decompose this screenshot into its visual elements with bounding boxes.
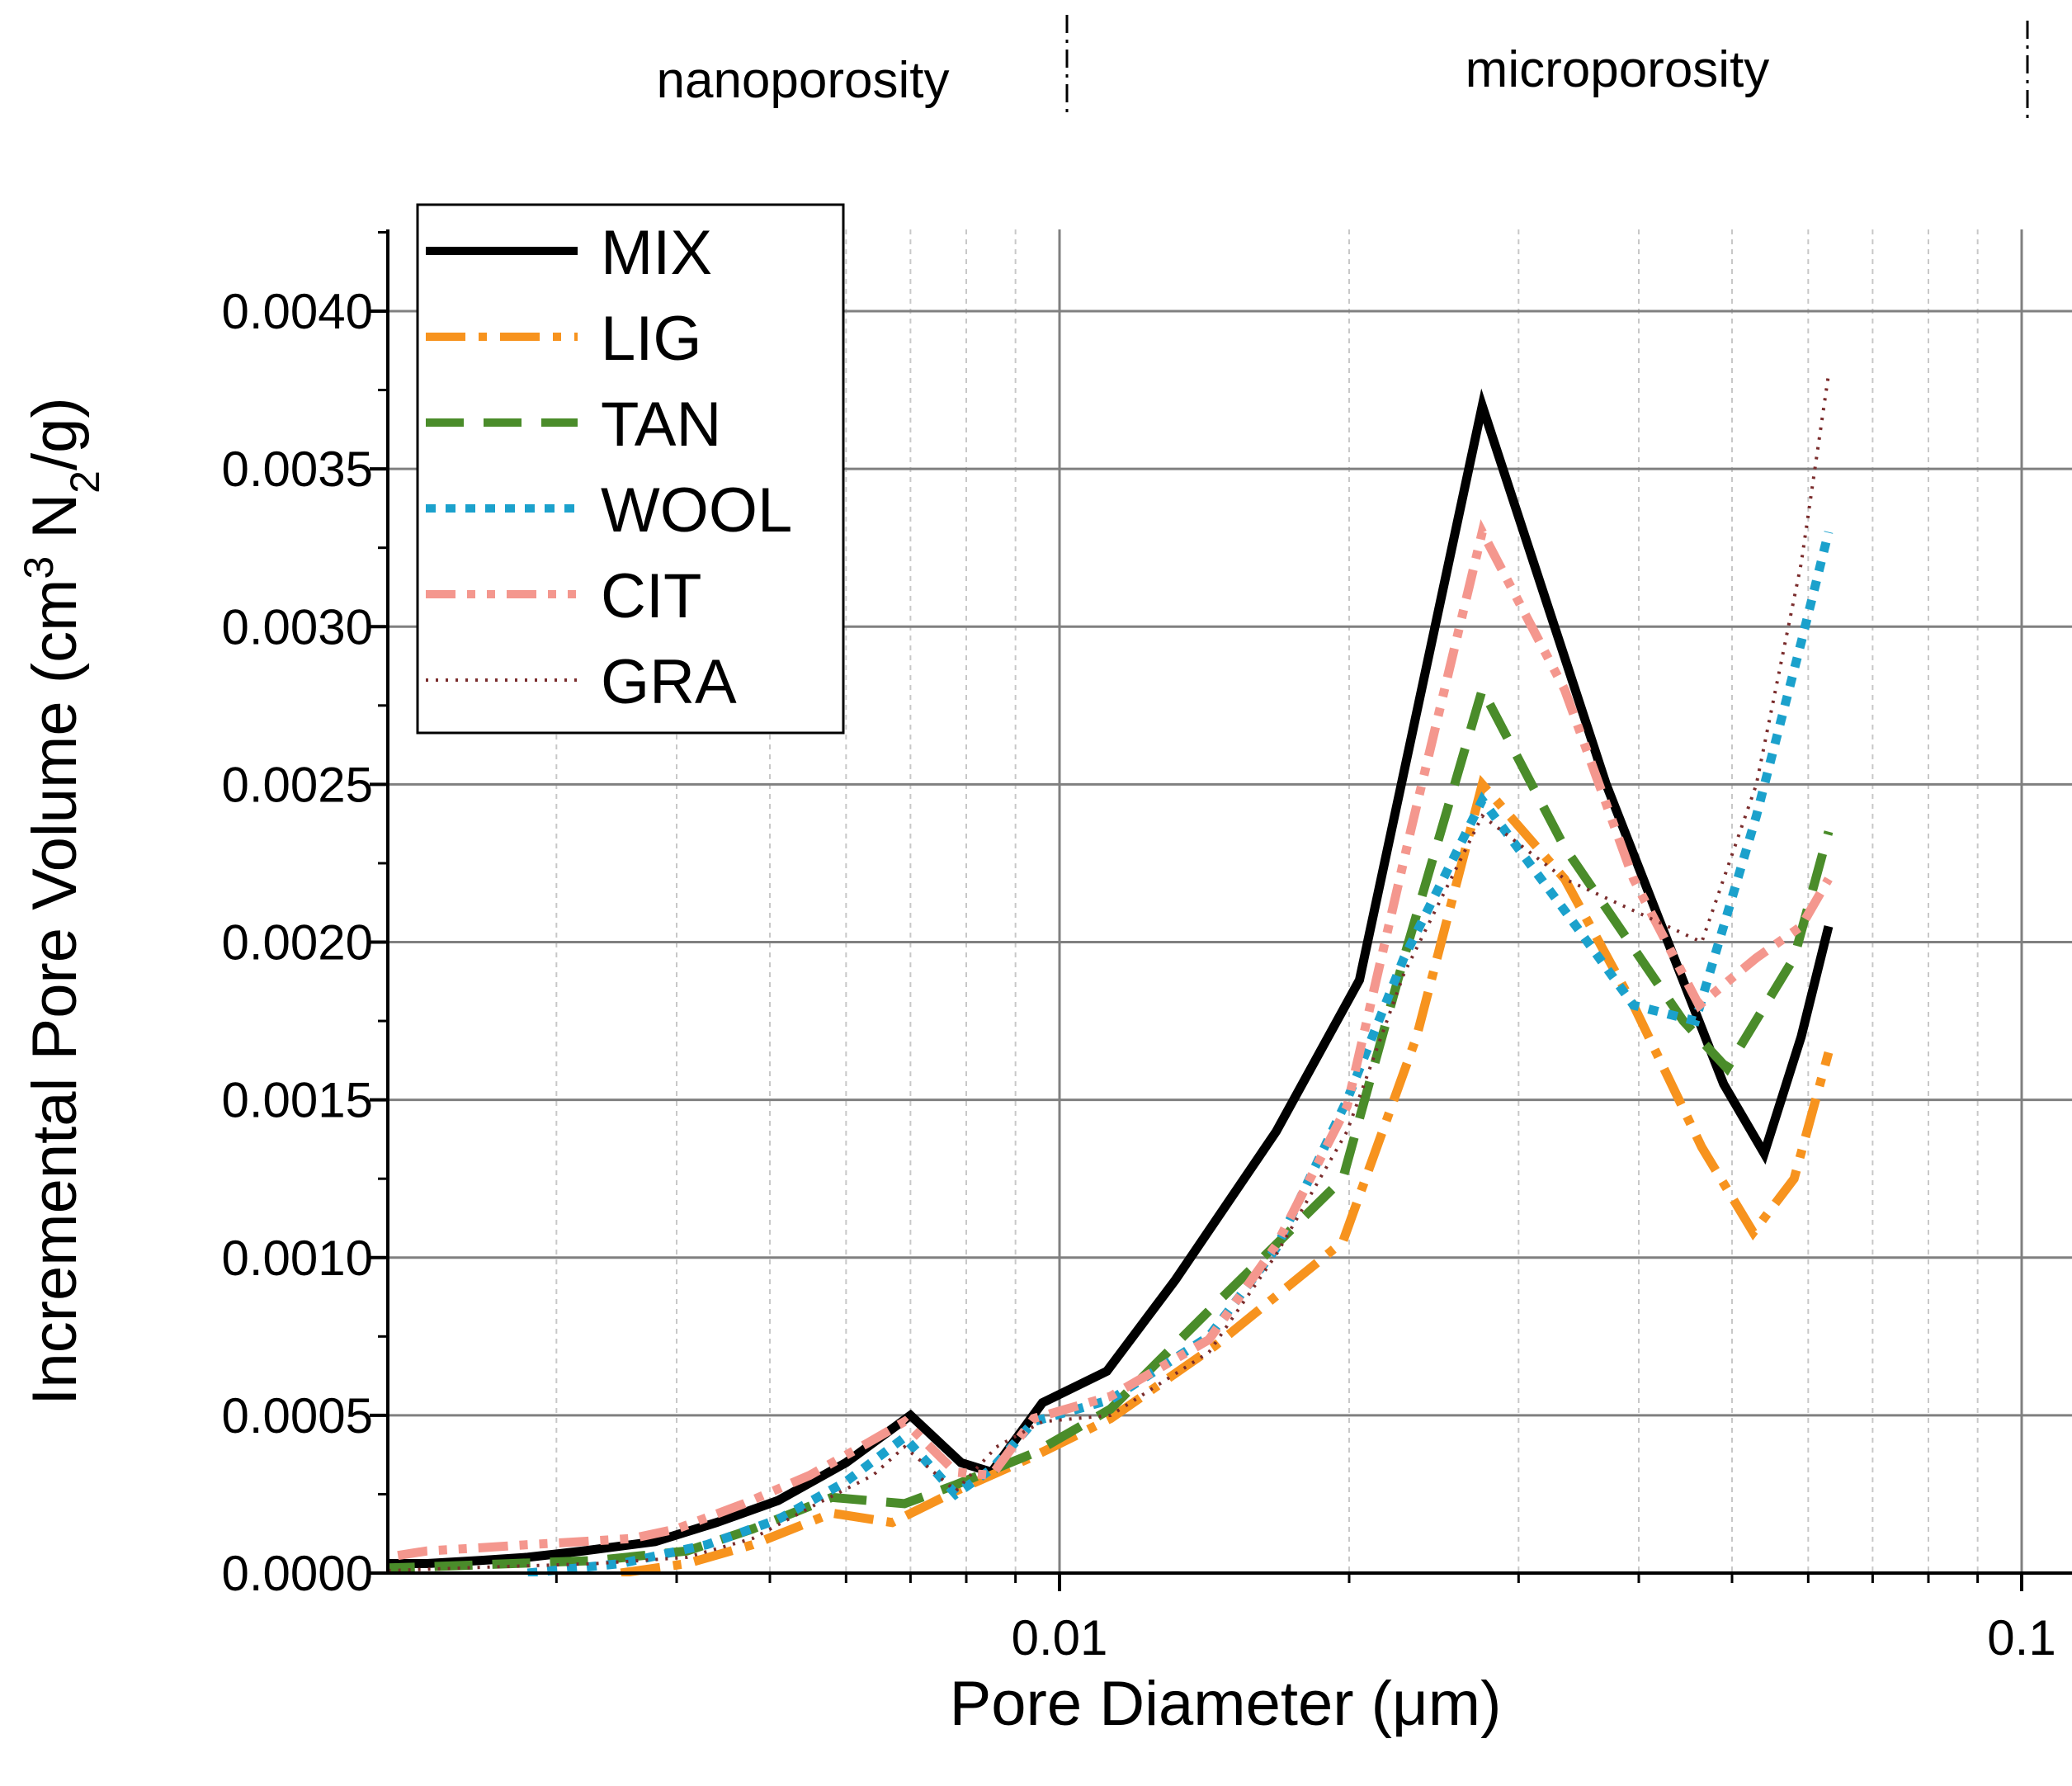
y-axis-title: Incremental Pore Volume (cm3 N2/g) xyxy=(16,397,108,1405)
y-axis-title-part-1: Incremental Pore Volume (cm xyxy=(20,579,90,1406)
legend-label-cit: CIT xyxy=(601,561,701,631)
legend: MIX LIG TAN WOOL CIT GRA xyxy=(416,203,845,735)
series-lines xyxy=(388,374,1834,1576)
y-tick-label: 0.0010 xyxy=(221,1231,373,1286)
y-tick-label: 0.0025 xyxy=(221,757,373,812)
axis-ticks xyxy=(370,230,2023,1591)
x-tick-label: 0.1 xyxy=(1987,1610,2055,1666)
legend-label-mix: MIX xyxy=(601,218,712,288)
legend-label-lig: LIG xyxy=(601,304,702,374)
series-line-wool xyxy=(526,531,1834,1576)
legend-label-gra: GRA xyxy=(601,647,737,717)
tick-labels: 0.01 0.1 0.0000 0.0005 0.0010 0.0015 0.0020 0.0… xyxy=(221,284,2055,1666)
y-tick-label: 0.0030 xyxy=(221,599,373,654)
y-axis-title-subscript: 2 xyxy=(62,470,108,494)
x-tick-label: 0.01 xyxy=(1012,1610,1108,1666)
y-tick-label: 0.0035 xyxy=(221,442,373,497)
legend-label-wool: WOOL xyxy=(601,475,792,546)
series-line-cit xyxy=(388,519,1833,1562)
y-axis-title-part-3: /g) xyxy=(20,397,90,470)
series-line-lig xyxy=(620,774,1834,1576)
series-line-mix xyxy=(388,388,1834,1568)
y-tick-label: 0.0020 xyxy=(221,915,373,971)
legend-box xyxy=(416,203,845,735)
series-line-tan xyxy=(388,678,1834,1573)
region-label-microporosity: microporosity xyxy=(1466,41,1770,98)
region-label-nanoporosity: nanoporosity xyxy=(656,52,949,109)
y-tick-label: 0.0040 xyxy=(221,284,373,339)
y-tick-label: 0.0000 xyxy=(221,1546,373,1601)
x-axis-title: Pore Diameter (μm) xyxy=(950,1669,1502,1739)
y-axis-title-part-2: N xyxy=(20,494,90,556)
y-tick-label: 0.0005 xyxy=(221,1388,373,1443)
y-tick-label: 0.0015 xyxy=(221,1073,373,1128)
y-axis-title-superscript: 3 xyxy=(16,556,62,579)
legend-label-tan: TAN xyxy=(601,390,721,460)
minor-gridlines xyxy=(555,229,1979,1573)
legend-items: MIX LIG TAN WOOL CIT GRA xyxy=(426,218,792,717)
major-gridlines xyxy=(388,229,2072,1573)
